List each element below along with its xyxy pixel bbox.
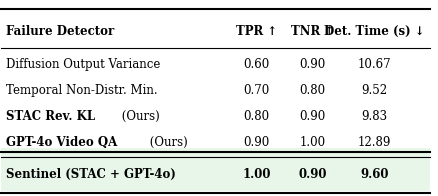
Text: STAC Rev. KL: STAC Rev. KL [6,110,95,123]
Text: 0.60: 0.60 [244,58,270,71]
Text: 0.90: 0.90 [299,58,325,71]
Text: 0.80: 0.80 [244,110,270,123]
Text: 12.89: 12.89 [358,136,391,149]
Text: Det. Time (s) ↓: Det. Time (s) ↓ [325,25,425,38]
Text: 1.00: 1.00 [300,136,325,149]
Text: 0.90: 0.90 [299,110,325,123]
Text: Diffusion Output Variance: Diffusion Output Variance [6,58,160,71]
Text: Failure Detector: Failure Detector [6,25,114,38]
Text: 9.52: 9.52 [362,84,388,97]
FancyBboxPatch shape [1,148,431,191]
Text: 9.83: 9.83 [362,110,388,123]
Text: 0.80: 0.80 [300,84,325,97]
Text: (Ours): (Ours) [146,136,188,149]
Text: 0.90: 0.90 [244,136,270,149]
Text: 10.67: 10.67 [358,58,392,71]
Text: (Ours): (Ours) [118,110,160,123]
Text: 0.90: 0.90 [298,168,327,181]
Text: TNR ↑: TNR ↑ [291,25,334,38]
Text: 9.60: 9.60 [360,168,389,181]
Text: Sentinel (STAC + GPT-4o): Sentinel (STAC + GPT-4o) [6,168,176,181]
Text: Temporal Non-Distr. Min.: Temporal Non-Distr. Min. [6,84,157,97]
Text: GPT-4o Video QA: GPT-4o Video QA [6,136,117,149]
Text: 1.00: 1.00 [242,168,271,181]
Text: 0.70: 0.70 [244,84,270,97]
Text: TPR ↑: TPR ↑ [236,25,277,38]
